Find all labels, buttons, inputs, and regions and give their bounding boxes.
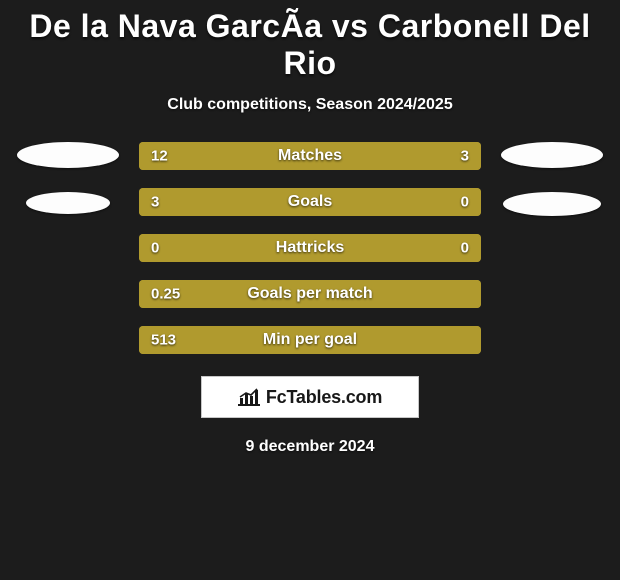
- player-badge-ellipse: [17, 142, 119, 168]
- bar-left-value: 0.25: [151, 286, 180, 303]
- bar-left-value: 513: [151, 332, 176, 349]
- page-subtitle: Club competitions, Season 2024/2025: [0, 96, 620, 114]
- page-date: 9 december 2024: [0, 438, 620, 456]
- bar-label: Goals: [288, 193, 332, 211]
- stat-row: 3 0 Goals: [139, 188, 481, 216]
- page-root: De la Nava GarcÃ­a vs Carbonell Del Rio …: [0, 0, 620, 580]
- page-title: De la Nava GarcÃ­a vs Carbonell Del Rio: [0, 0, 620, 82]
- bar-right-value: 3: [461, 148, 469, 165]
- brand-name: FcTables.com: [266, 387, 382, 408]
- stat-row: 12 3 Matches: [139, 142, 481, 170]
- stat-row: 0.25 Goals per match: [139, 280, 481, 308]
- bar-right-value: 0: [461, 240, 469, 257]
- bar-label: Goals per match: [247, 285, 372, 303]
- bar-right-fill: [413, 142, 481, 170]
- left-player-badges: [13, 142, 123, 214]
- bar-label: Hattricks: [276, 239, 344, 257]
- bar-label: Matches: [278, 147, 342, 165]
- stat-row: 0 0 Hattricks: [139, 234, 481, 262]
- bar-label: Min per goal: [263, 331, 357, 349]
- brand-box: FcTables.com: [201, 376, 419, 418]
- bar-left-value: 12: [151, 148, 168, 165]
- right-player-badges: [497, 142, 607, 216]
- stat-row: 513 Min per goal: [139, 326, 481, 354]
- content-row: 12 3 Matches 3 0 Goals 0 0 Hattricks 0.25 Goals pe…: [0, 142, 620, 354]
- player-badge-ellipse: [26, 192, 110, 214]
- stat-bars: 12 3 Matches 3 0 Goals 0 0 Hattricks 0.25 Goals pe…: [139, 142, 481, 354]
- barchart-icon: [238, 388, 260, 406]
- player-badge-ellipse: [503, 192, 601, 216]
- bar-left-fill: [139, 142, 413, 170]
- player-badge-ellipse: [501, 142, 603, 168]
- bar-right-value: 0: [461, 194, 469, 211]
- bar-left-value: 0: [151, 240, 159, 257]
- bar-left-value: 3: [151, 194, 159, 211]
